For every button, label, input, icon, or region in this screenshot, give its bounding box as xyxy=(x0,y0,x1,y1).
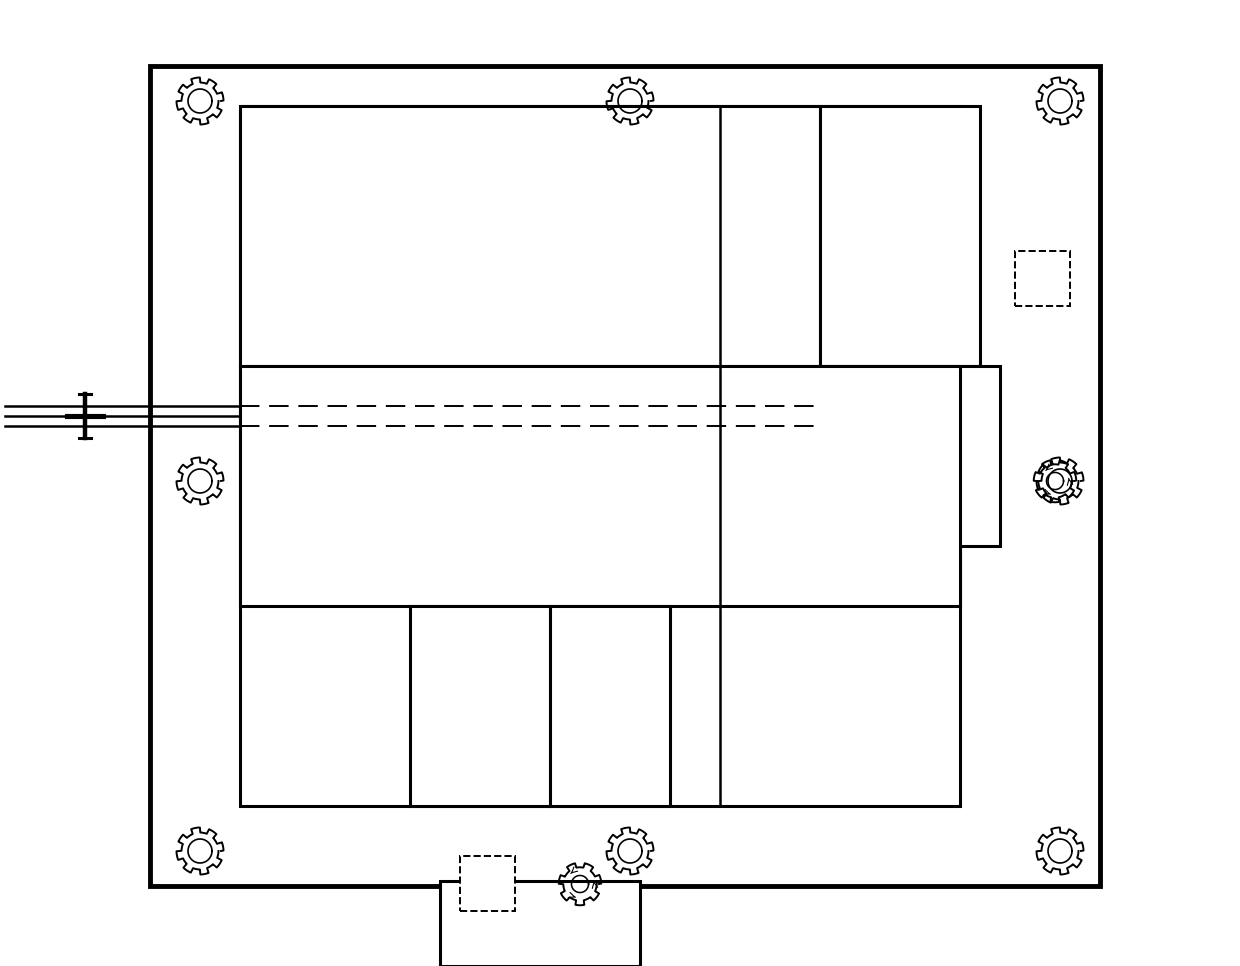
Bar xyxy=(551,606,670,806)
Bar xyxy=(820,366,999,546)
Bar xyxy=(241,106,960,806)
Bar xyxy=(1016,251,1070,306)
Bar xyxy=(241,366,960,606)
Bar xyxy=(150,66,1100,886)
Bar xyxy=(460,856,515,911)
Bar xyxy=(440,881,640,966)
Bar xyxy=(410,606,551,806)
Bar xyxy=(241,106,820,366)
Bar xyxy=(820,106,980,366)
